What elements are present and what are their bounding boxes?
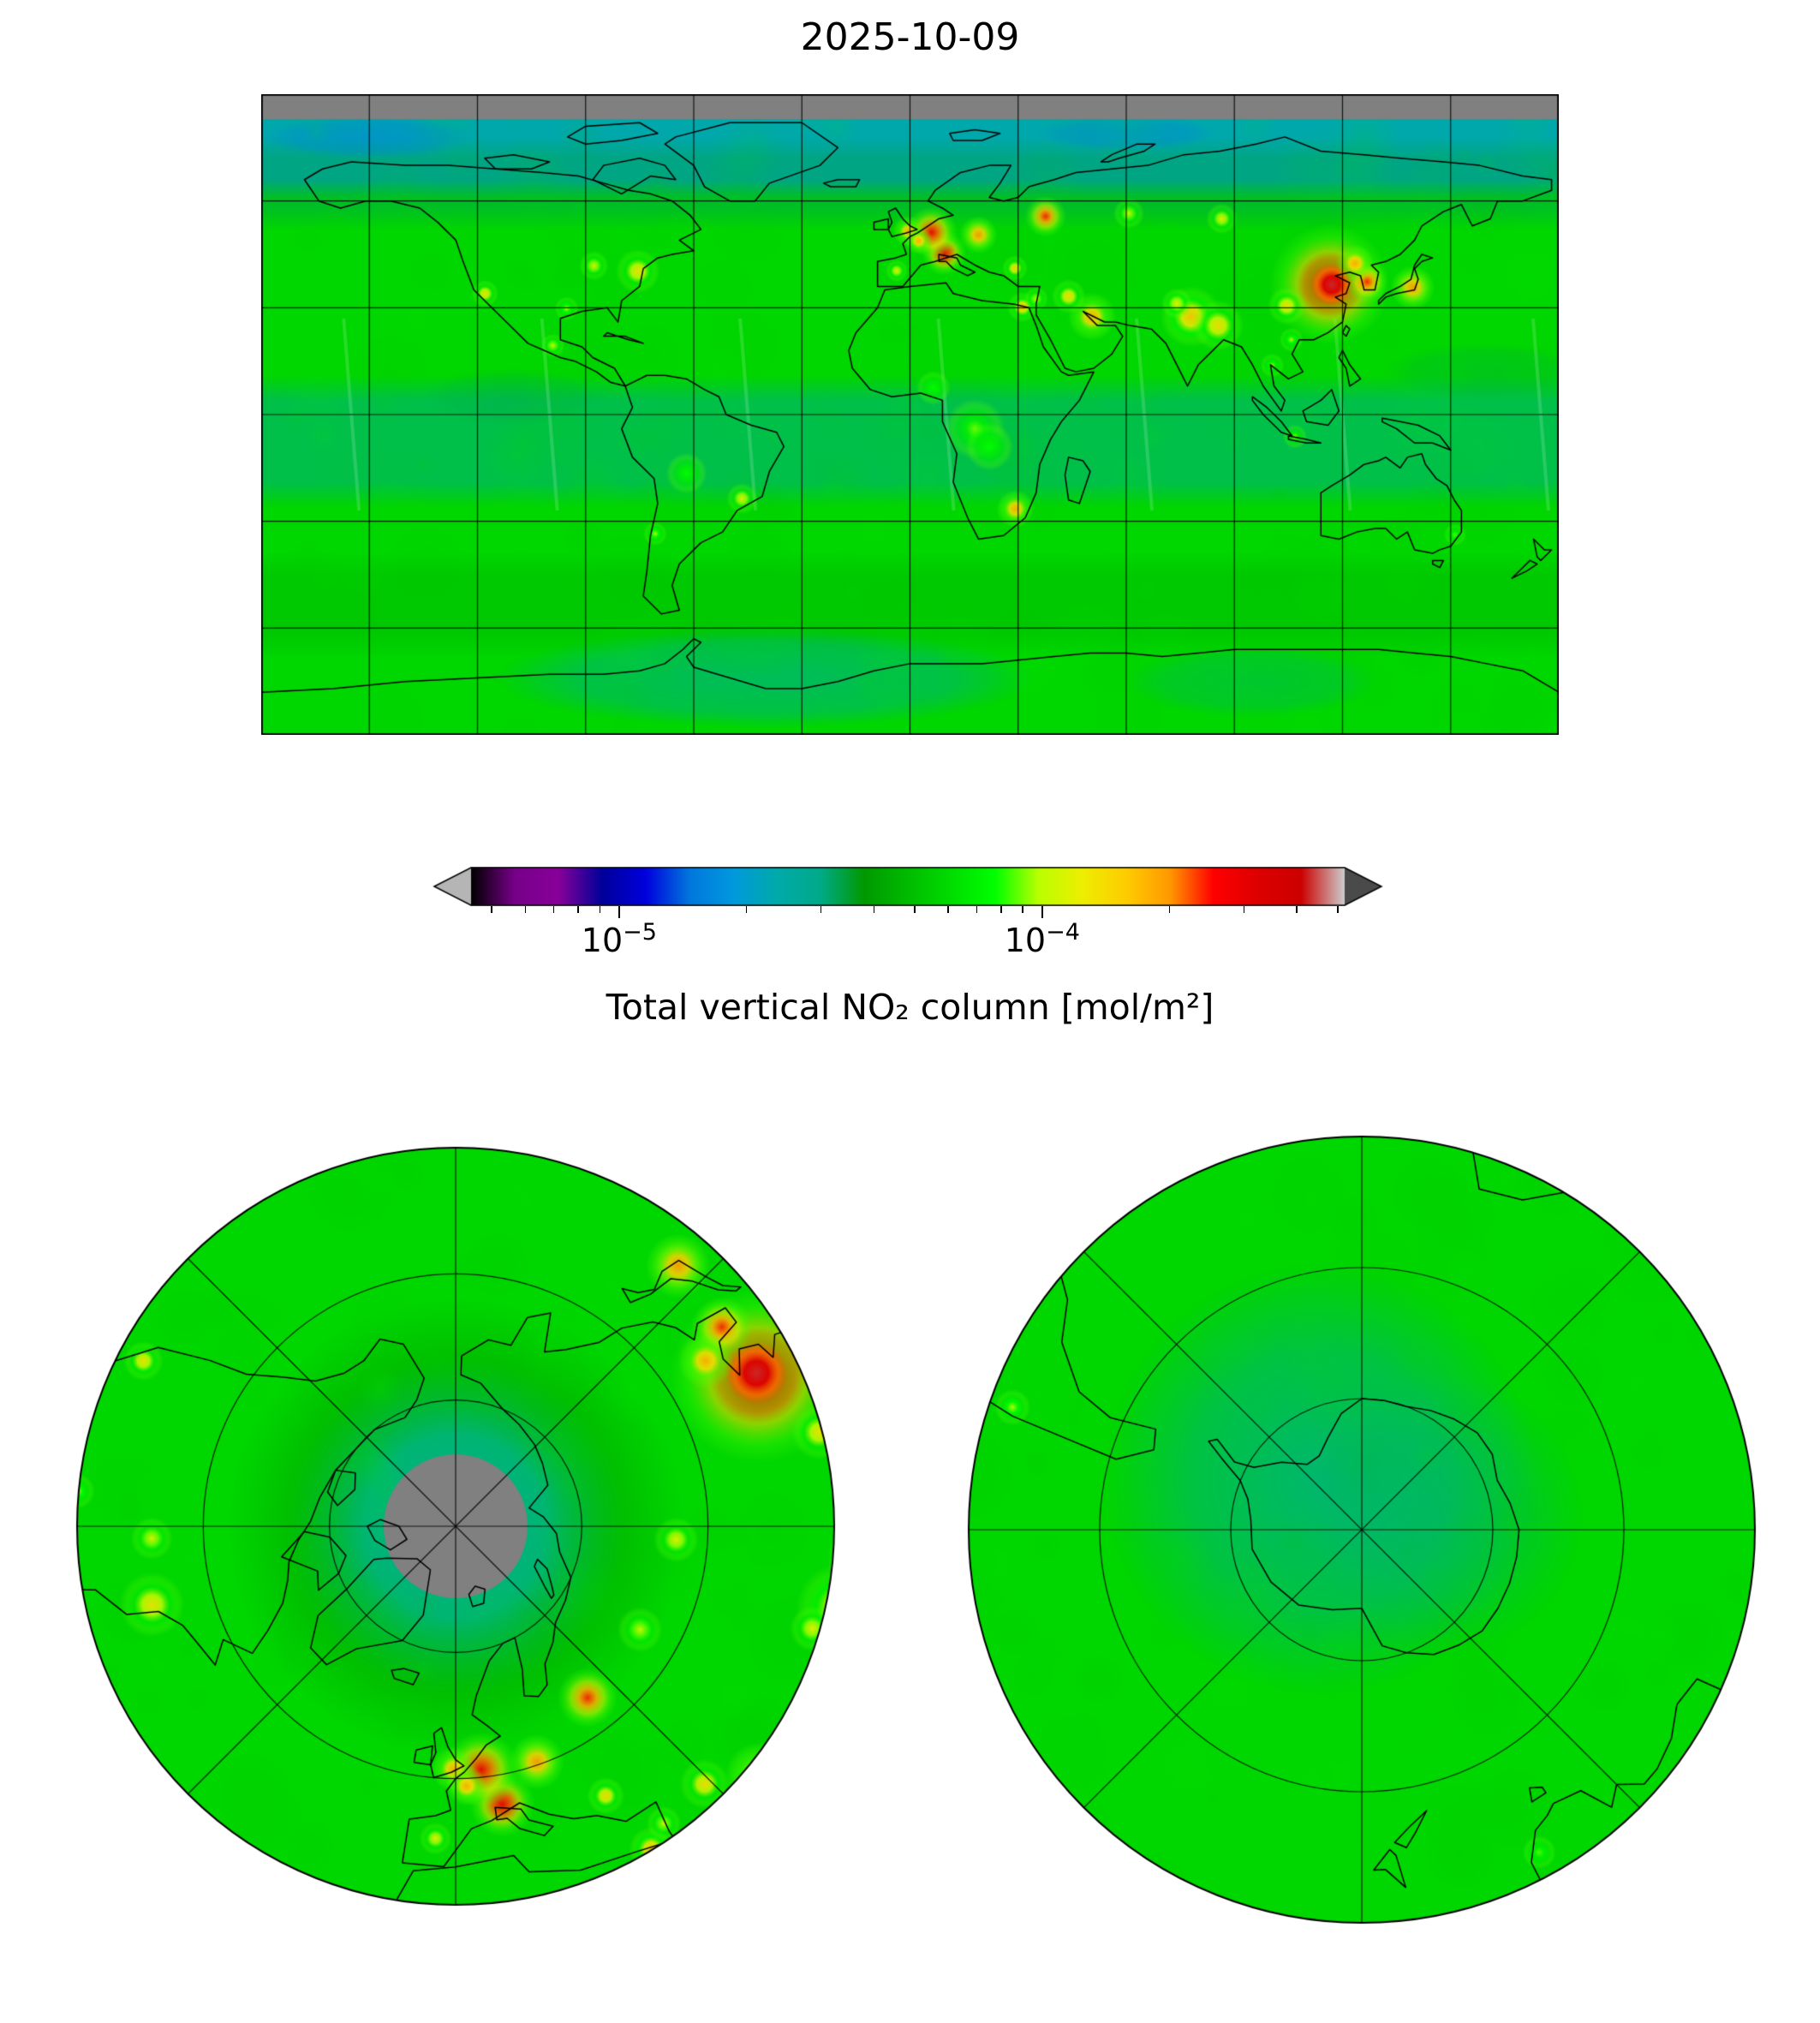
colorbar-minor-tick — [873, 906, 875, 913]
colorbar — [433, 867, 1383, 906]
colorbar-tick-label: 10−5 — [581, 919, 657, 959]
colorbar-minor-tick — [820, 906, 822, 913]
colorbar-minor-tick — [1243, 906, 1245, 913]
colorbar-ticks: 10−5 10−4 — [471, 906, 1345, 1000]
colorbar-minor-tick — [524, 906, 527, 913]
colorbar-minor-tick — [976, 906, 978, 913]
colorbar-minor-tick — [577, 906, 579, 913]
colorbar-tick-label: 10−4 — [1004, 919, 1080, 959]
colorbar-label: Total vertical NO₂ column [mol/m²] — [606, 987, 1214, 1028]
colorbar-minor-tick — [491, 906, 492, 913]
colorbar-minor-tick — [552, 906, 555, 913]
colorbar-minor-tick — [745, 906, 748, 913]
world-map-panel — [261, 94, 1559, 735]
colorbar-minor-tick — [1022, 906, 1023, 913]
colorbar-minor-tick — [1168, 906, 1171, 913]
colorbar-minor-tick — [1337, 906, 1339, 913]
colorbar-minor-tick — [1296, 906, 1298, 913]
south-polar-map-panel — [966, 1134, 1757, 1925]
colorbar-major-tick — [618, 906, 620, 918]
colorbar-minor-tick — [947, 906, 949, 913]
colorbar-major-tick — [1041, 906, 1043, 918]
colorbar-minor-tick — [599, 906, 601, 913]
figure-title: 2025-10-09 — [800, 15, 1020, 59]
north-polar-map-panel — [75, 1145, 837, 1907]
colorbar-minor-tick — [1000, 906, 1002, 913]
colorbar-minor-tick — [914, 906, 916, 913]
